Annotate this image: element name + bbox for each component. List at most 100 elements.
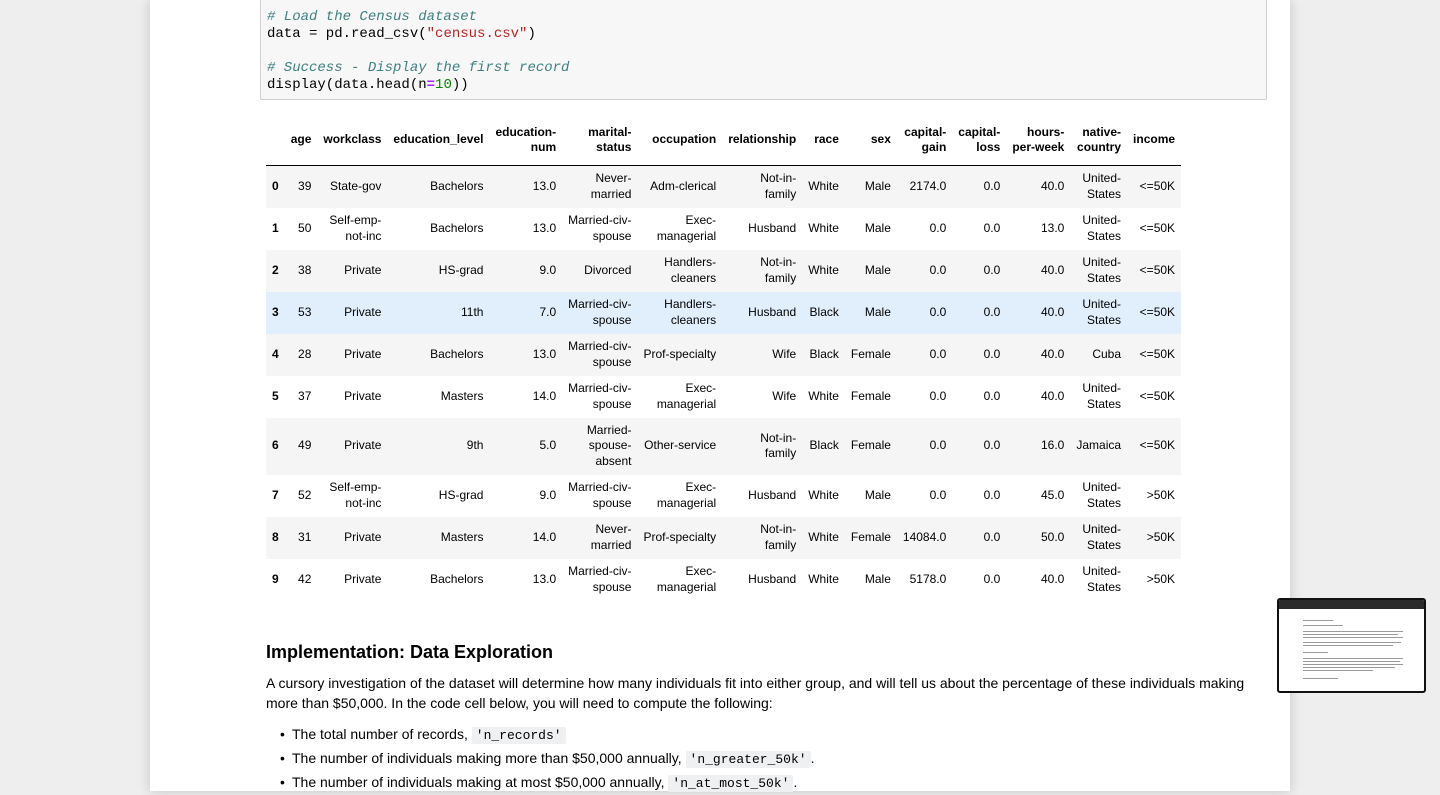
table-cell: 42 — [298, 571, 312, 586]
table-cell: Masters — [440, 388, 484, 403]
table-cell: Bachelors — [430, 220, 484, 235]
bullet-end: . — [810, 750, 815, 766]
table-cell: <=50K — [1139, 179, 1176, 193]
table-cell: 9.0 — [539, 487, 557, 502]
row-index: 0 — [272, 179, 279, 193]
table-cell: Female — [850, 529, 891, 544]
table-cell: Exec- managerial — [656, 564, 717, 594]
code-string: "census.csv" — [426, 26, 528, 42]
table-cell: >50K — [1146, 529, 1176, 544]
table-cell: Divorced — [584, 262, 632, 277]
table-cell: Black — [809, 438, 839, 453]
table-cell: Married-civ- spouse — [568, 213, 632, 243]
code-editor[interactable]: # Load the Census dataset data = pd.read… — [261, 0, 1266, 94]
table-cell: <=50K — [1139, 304, 1176, 319]
table-cell: 13.0 — [532, 220, 557, 235]
table-cell: 14.0 — [532, 529, 557, 544]
table-cell: Self-emp- not-inc — [329, 480, 382, 510]
table-cell: 40.0 — [1040, 346, 1065, 361]
table-cell: Private — [344, 571, 382, 586]
table-cell: Handlers- cleaners — [664, 297, 717, 327]
index-header — [266, 115, 285, 166]
minimap-line — [1303, 625, 1343, 626]
code-line: display(data.head(n — [267, 77, 427, 93]
table-cell: 0.0 — [929, 487, 947, 502]
table-cell: 52 — [298, 487, 312, 502]
table-cell: 40.0 — [1040, 304, 1065, 319]
bullet-text: The number of individuals making at most… — [292, 774, 669, 790]
table-cell: Masters — [440, 529, 484, 544]
table-cell: Exec- managerial — [656, 213, 717, 243]
table-cell: Male — [864, 571, 891, 586]
table-cell: United- States — [1082, 171, 1122, 201]
table-cell: 40.0 — [1040, 262, 1065, 277]
table-cell: 0.0 — [983, 304, 1001, 319]
table-cell: Wife — [772, 388, 797, 403]
list-item: The number of individuals making at most… — [280, 771, 1266, 795]
list-item: The total number of records, 'n_records' — [280, 723, 1266, 747]
table-cell: Married- spouse- absent — [586, 422, 632, 468]
row-index: 3 — [272, 304, 279, 319]
table-cell: 0.0 — [983, 388, 1001, 403]
column-header: relationship — [722, 115, 803, 166]
table-cell: <=50K — [1139, 388, 1176, 403]
column-header: education- num — [489, 115, 563, 166]
minimap-line — [1303, 642, 1401, 643]
notebook-page: # Load the Census dataset data = pd.read… — [150, 0, 1290, 793]
column-header: income — [1127, 115, 1182, 166]
table-cell: <=50K — [1139, 346, 1176, 361]
code-line-end: )) — [451, 77, 469, 93]
code-line-end: ) — [527, 26, 536, 42]
table-cell: 14084.0 — [902, 529, 947, 544]
table-cell: 0.0 — [983, 438, 1001, 453]
row-index: 8 — [272, 529, 279, 544]
table-cell: White — [808, 571, 839, 586]
code-line: data = pd.read_csv( — [267, 26, 427, 42]
table-cell: White — [808, 529, 839, 544]
minimap-line — [1303, 661, 1400, 662]
column-header: hours- per-week — [1006, 115, 1071, 166]
table-cell: Never- married — [590, 171, 632, 201]
table-cell: 40.0 — [1040, 571, 1065, 586]
code-number: 10 — [435, 77, 452, 93]
table-cell: 5178.0 — [909, 571, 947, 586]
bullet-end: . — [793, 774, 798, 790]
table-cell: 39 — [298, 179, 312, 193]
table-cell: Prof-specialty — [643, 346, 717, 361]
table-cell: Not-in- family — [760, 255, 797, 285]
row-index: 7 — [272, 487, 279, 502]
table-cell: 0.0 — [929, 304, 947, 319]
table-cell: 13.0 — [1040, 220, 1065, 235]
table-cell: 0.0 — [983, 220, 1001, 235]
table-cell: Male — [864, 487, 891, 502]
table-cell: Female — [850, 388, 891, 403]
table-cell: Female — [850, 438, 891, 453]
minimap-line — [1303, 637, 1403, 638]
table-cell: State-gov — [330, 179, 382, 193]
table-row: 4 28 Private Bachelors 13.0 Married-civ- spou… — [266, 333, 1182, 376]
inline-code: 'n_at_most_50k' — [668, 775, 794, 792]
table-cell: Private — [344, 262, 382, 277]
column-header: capital- gain — [896, 115, 953, 166]
table-cell: White — [808, 487, 839, 502]
table-cell: 0.0 — [983, 529, 1001, 544]
table-cell: Bachelors — [430, 179, 484, 193]
code-cell[interactable]: # Load the Census dataset data = pd.read… — [260, 0, 1267, 100]
table-cell: 13.0 — [532, 571, 557, 586]
table-cell: 9th — [466, 438, 484, 453]
table-cell: 16.0 — [1040, 438, 1065, 453]
minimap-toolbar — [1279, 600, 1424, 609]
table-cell: Male — [864, 220, 891, 235]
table-cell: Exec- managerial — [656, 381, 717, 411]
page-minimap-thumbnail[interactable] — [1277, 598, 1426, 693]
table-body: 0 39 State-gov Bachelors 13.0 Never- married A… — [266, 165, 1182, 601]
column-header: occupation — [637, 115, 723, 166]
table-cell: 50.0 — [1040, 529, 1065, 544]
table-cell: Private — [344, 304, 382, 319]
table-cell: 11th — [461, 304, 484, 319]
code-comment: # Success - Display the first record — [267, 60, 570, 76]
table-cell: White — [808, 179, 839, 193]
row-index: 5 — [272, 388, 279, 403]
minimap-line — [1303, 664, 1403, 665]
table-cell: Female — [850, 346, 891, 361]
